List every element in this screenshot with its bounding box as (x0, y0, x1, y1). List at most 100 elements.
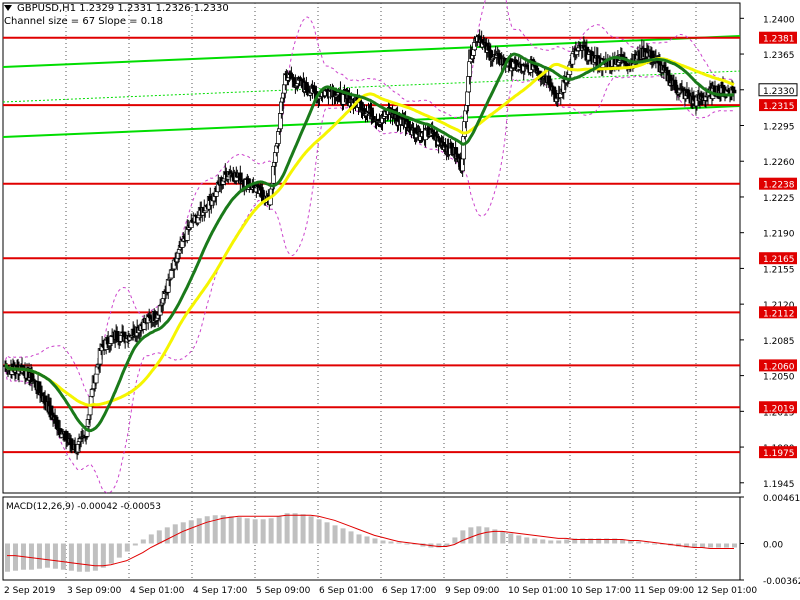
macd-bar (236, 517, 242, 544)
macd-bar (124, 543, 130, 552)
level-price-label: 1.2112 (763, 309, 795, 319)
candle-body (455, 153, 460, 158)
macd-bar (540, 539, 546, 544)
macd-bar (276, 516, 282, 544)
macd-bar (452, 537, 458, 544)
macd-bar (76, 543, 82, 572)
x-tick-label: 5 Sep 09:00 (256, 586, 311, 596)
x-tick-label: 6 Sep 17:00 (382, 586, 437, 596)
macd-bar (716, 543, 722, 548)
macd-bar (700, 543, 706, 548)
macd-bar (36, 543, 42, 569)
macd-bar (196, 518, 202, 544)
macd-y-tick-label: 0.00461 (763, 494, 800, 504)
y-tick-label: 1.2365 (763, 51, 795, 61)
macd-bar (508, 533, 514, 544)
macd-bar (580, 538, 586, 544)
x-tick-label: 12 Sep 01:00 (697, 586, 757, 596)
macd-bar (484, 527, 490, 544)
channel-info: Channel size = 67 Slope = 0.18 (4, 16, 164, 27)
level-price-tag (759, 31, 797, 44)
macd-bar (652, 543, 658, 545)
level-price-label: 1.2019 (763, 404, 795, 414)
y-tick-label: 1.2295 (763, 123, 795, 133)
x-tick-label: 3 Sep 09:00 (67, 586, 122, 596)
macd-bar (404, 543, 410, 545)
macd-bar (444, 543, 450, 547)
y-tick-label: 1.2225 (763, 194, 795, 204)
macd-bar (12, 543, 18, 571)
macd-bar (268, 518, 274, 544)
ma-yellow-line (4, 57, 735, 407)
y-tick-label: 1.2190 (763, 230, 795, 240)
macd-bar (476, 526, 482, 544)
macd-bar (572, 538, 578, 544)
macd-bar (212, 515, 218, 544)
macd-bar (84, 543, 90, 572)
macd-bar (556, 540, 562, 544)
level-price-label: 1.2381 (763, 35, 795, 45)
macd-bar (396, 542, 402, 544)
bollinger-upper (4, 0, 735, 398)
macd-bar (596, 538, 602, 544)
level-price-tag (759, 359, 797, 372)
macd-bar (52, 543, 58, 569)
y-tick-label: 1.1945 (763, 480, 795, 490)
macd-bar (108, 543, 114, 564)
macd-bar (252, 519, 258, 544)
candle-body (731, 89, 737, 94)
level-price-label: 1.2238 (763, 181, 795, 191)
macd-bar (532, 538, 538, 544)
macd-bar (620, 539, 626, 544)
level-price-label: 1.2060 (763, 362, 795, 372)
macd-bar (692, 543, 698, 548)
dropdown-triangle-icon[interactable] (4, 5, 12, 11)
channel-middle-line (2, 70, 741, 103)
macd-bar (284, 513, 290, 544)
macd-label: MACD(12,26,9) -0.00042 -0.00053 (6, 502, 161, 512)
level-price-tag (759, 252, 797, 265)
macd-y-tick-label: 0.00 (763, 540, 783, 550)
level-price-label: 1.2315 (763, 102, 795, 112)
y-tick-label: 1.2155 (763, 265, 795, 275)
macd-bar (164, 527, 170, 544)
level-price-tag (759, 177, 797, 190)
candle-body (461, 136, 466, 160)
macd-bar (244, 518, 250, 544)
candles (2, 29, 737, 460)
y-tick-label: 1.2260 (763, 158, 795, 168)
candle-body (93, 373, 99, 384)
macd-bar (724, 543, 730, 548)
macd-bar (260, 519, 266, 544)
macd-bar (500, 531, 506, 544)
level-price-label: 1.1975 (763, 449, 795, 459)
macd-bar (140, 539, 146, 544)
macd-bar (5, 543, 10, 572)
macd-bar (116, 543, 122, 558)
macd-y-tick-label: -0.00362 (763, 577, 800, 587)
channel-upper-line (2, 35, 741, 68)
current-price-tag (758, 83, 798, 97)
bollinger-lower (4, 75, 735, 494)
macd-bar (460, 530, 466, 544)
current-price-label: 1.2330 (763, 87, 795, 97)
macd-bar (492, 529, 498, 544)
macd-bar (332, 525, 338, 544)
macd-bar (60, 543, 66, 570)
macd-bar (44, 543, 50, 568)
macd-bar (348, 531, 354, 544)
x-tick-label: 6 Sep 01:00 (319, 586, 374, 596)
macd-bar (676, 543, 682, 547)
level-price-tag (759, 401, 797, 414)
macd-bar (228, 516, 234, 544)
x-tick-label: 11 Sep 09:00 (634, 586, 694, 596)
macd-bar (100, 543, 106, 568)
macd-bar (564, 539, 570, 544)
symbol-line: GBPUSD,H1 1.2329 1.2331 1.2326 1.2330 (17, 3, 229, 14)
macd-bar (516, 535, 522, 544)
macd-bar (28, 543, 34, 570)
price-plot-frame (2, 2, 741, 494)
macd-bar (612, 538, 618, 544)
